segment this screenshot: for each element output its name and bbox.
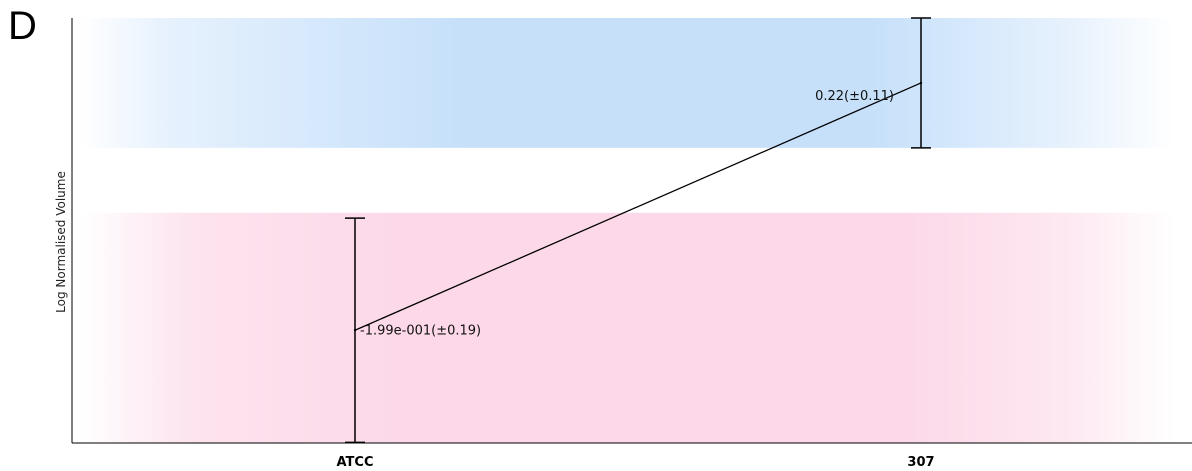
x-tick-labels: ATCC 307 xyxy=(336,455,934,470)
panel-label: D xyxy=(8,4,37,48)
lower-band xyxy=(80,212,1175,443)
background-bands xyxy=(80,18,1175,443)
data-point-atcc xyxy=(353,329,357,332)
data-label-307: 0.22(±0.11) xyxy=(815,89,894,104)
x-tick-label-307: 307 xyxy=(907,455,934,470)
data-label-atcc: -1.99e-001(±0.19) xyxy=(360,323,481,338)
axes: Log Normalised Volume xyxy=(54,18,1192,444)
upper-band xyxy=(80,18,1175,148)
series-line xyxy=(354,82,922,331)
x-tick-label-atcc: ATCC xyxy=(336,455,373,470)
y-axis-label: Log Normalised Volume xyxy=(54,171,68,313)
data-marks: -1.99e-001(±0.19) 0.22(±0.11) xyxy=(345,17,931,444)
data-point-307 xyxy=(919,81,923,85)
